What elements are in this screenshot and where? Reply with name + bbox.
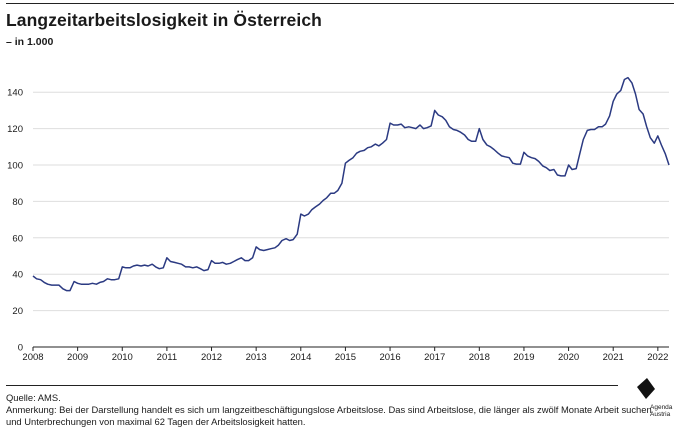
x-tick-label: 2013: [246, 352, 267, 363]
annotation-line-1: Anmerkung: Bei der Darstellung handelt e…: [6, 404, 652, 415]
x-tick-label: 2020: [558, 352, 579, 363]
x-tick-label: 2008: [22, 352, 43, 363]
footer-rule: [6, 385, 618, 386]
x-tick-label: 2009: [67, 352, 88, 363]
y-tick-label: 0: [18, 343, 23, 354]
x-tick-label: 2010: [112, 352, 133, 363]
x-tick-label: 2011: [157, 352, 177, 363]
y-tick-label: 60: [12, 233, 23, 244]
x-tick-label: 2021: [603, 352, 624, 363]
footnotes: Quelle: AMS. Anmerkung: Bei der Darstell…: [6, 392, 652, 428]
x-tick-label: 2019: [513, 352, 534, 363]
logo-line-1: Agenda: [650, 404, 673, 411]
annotation-line-2: und Unterbrechungen von maximal 62 Tagen…: [6, 416, 306, 427]
x-tick-label: 2018: [469, 352, 490, 363]
x-tick-label: 2016: [379, 352, 400, 363]
y-tick-label: 20: [12, 306, 23, 317]
x-tick-label: 2022: [647, 352, 668, 363]
chart-title: Langzeitarbeitslosigkeit in Österreich: [6, 10, 322, 30]
y-tick-label: 120: [7, 124, 23, 135]
x-tick-label: 2017: [424, 352, 445, 363]
chart-subtitle: – in 1.000: [6, 36, 54, 48]
source-note: Quelle: AMS.: [6, 392, 61, 403]
y-tick-label: 100: [7, 161, 23, 172]
top-rule: [6, 3, 674, 4]
y-tick-label: 140: [7, 88, 23, 99]
logo-line-2: Austria: [650, 411, 671, 418]
x-tick-label: 2014: [290, 352, 311, 363]
x-tick-label: 2015: [335, 352, 356, 363]
agenda-austria-logo-icon: [637, 378, 655, 399]
x-tick-label: 2012: [201, 352, 222, 363]
series-line-0: [32, 76, 670, 292]
logo-text: Agenda Austria: [650, 404, 672, 418]
y-tick-label: 40: [12, 270, 23, 281]
y-tick-label: 80: [12, 197, 23, 208]
